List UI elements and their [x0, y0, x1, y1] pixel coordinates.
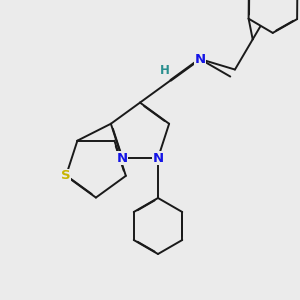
Text: H: H	[160, 64, 170, 77]
Text: N: N	[194, 52, 206, 65]
Text: N: N	[116, 152, 128, 164]
Text: N: N	[152, 152, 164, 164]
Text: S: S	[61, 169, 71, 182]
